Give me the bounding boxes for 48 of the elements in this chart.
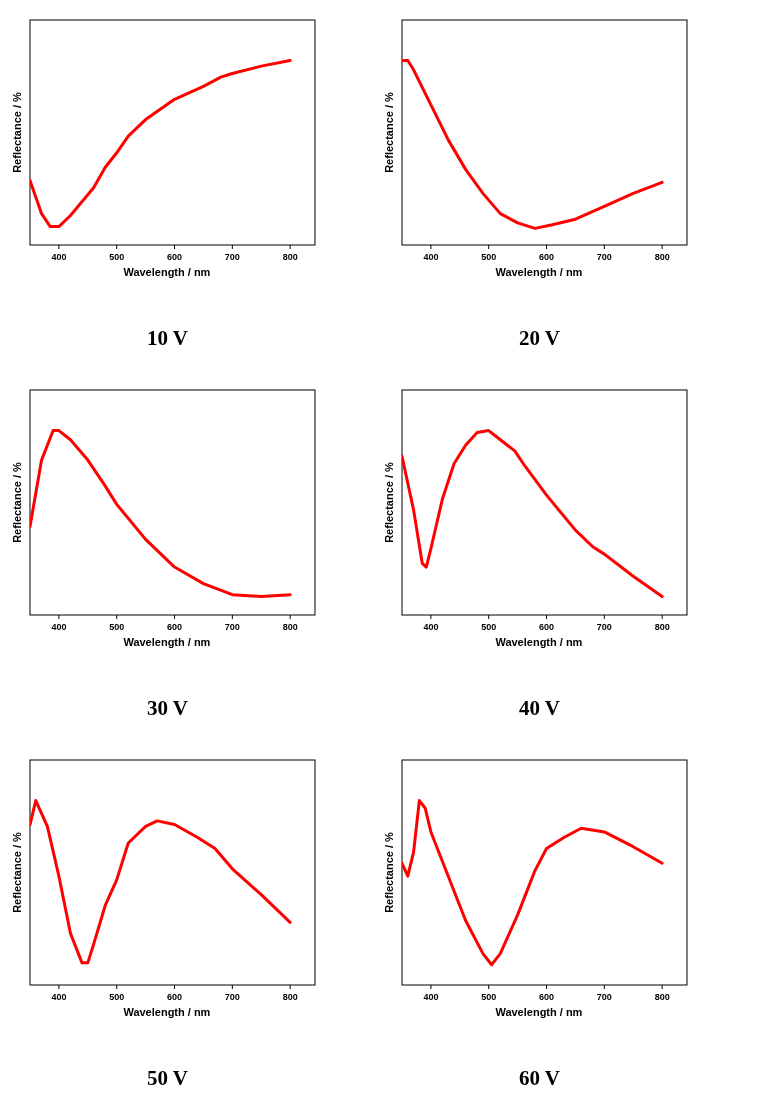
x-axis-title: Wavelength / nm [495, 1006, 583, 1018]
text: 20 V [518, 326, 561, 350]
x-tick-label: 400 [51, 992, 67, 1002]
text: 60 V [518, 1066, 561, 1090]
y-axis-title: Reflectance / % [11, 461, 23, 543]
x-axis-title: Wavelength / nm [123, 1006, 211, 1018]
x-tick-label: 500 [481, 992, 497, 1002]
x-tick-label: 700 [224, 252, 240, 262]
text: 10 V [146, 326, 189, 350]
x-tick-label: 400 [423, 252, 439, 262]
x-tick-label: 600 [539, 992, 555, 1002]
x-tick-label: 800 [654, 992, 670, 1002]
x-tick-label: 400 [423, 622, 439, 632]
y-axis-title: Reflectance / % [383, 91, 395, 173]
x-tick-label: 800 [654, 622, 670, 632]
x-axis-title: Wavelength / nm [123, 266, 211, 278]
y-axis-title: Reflectance / % [383, 461, 395, 543]
y-axis-title: Reflectance / % [383, 831, 395, 913]
text: 40 V [518, 696, 561, 720]
x-tick-label: 800 [282, 252, 298, 262]
x-tick-label: 600 [539, 622, 555, 632]
x-tick-label: 400 [51, 252, 67, 262]
x-tick-label: 800 [282, 992, 298, 1002]
y-axis-title: Reflectance / % [11, 91, 23, 173]
x-tick-label: 800 [282, 622, 298, 632]
x-tick-label: 600 [167, 252, 183, 262]
y-axis-title: Reflectance / % [11, 831, 23, 913]
x-tick-label: 600 [167, 622, 183, 632]
x-tick-label: 400 [51, 622, 67, 632]
text: 50 V [146, 1066, 189, 1090]
x-tick-label: 600 [167, 992, 183, 1002]
x-axis-title: Wavelength / nm [495, 266, 583, 278]
text: 30 V [146, 696, 189, 720]
x-tick-label: 700 [596, 622, 612, 632]
x-tick-label: 700 [224, 622, 240, 632]
x-tick-label: 800 [654, 252, 670, 262]
x-tick-label: 500 [109, 622, 125, 632]
x-tick-label: 600 [539, 252, 555, 262]
x-tick-label: 700 [596, 992, 612, 1002]
x-tick-label: 700 [596, 252, 612, 262]
x-tick-label: 700 [224, 992, 240, 1002]
x-axis-title: Wavelength / nm [123, 636, 211, 648]
x-tick-label: 500 [481, 252, 497, 262]
x-tick-label: 500 [109, 252, 125, 262]
x-tick-label: 500 [481, 622, 497, 632]
x-tick-label: 500 [109, 992, 125, 1002]
x-axis-title: Wavelength / nm [495, 636, 583, 648]
x-tick-label: 400 [423, 992, 439, 1002]
